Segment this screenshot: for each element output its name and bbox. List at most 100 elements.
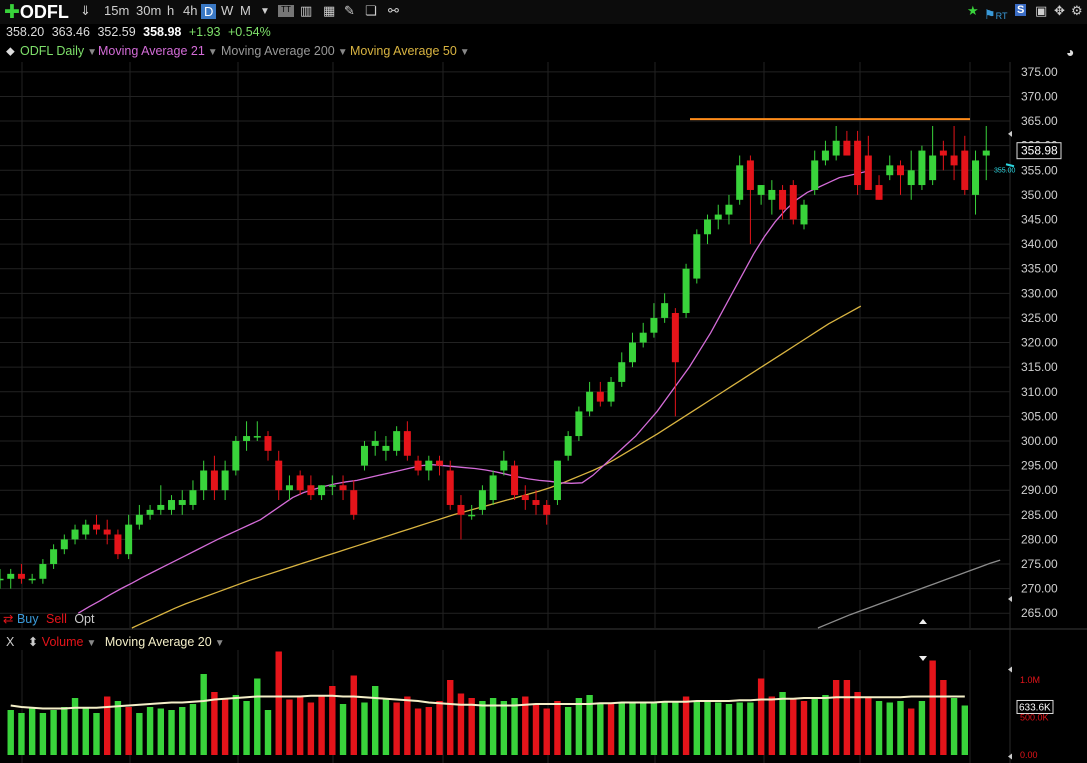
buy-button[interactable]: Buy: [16, 612, 39, 626]
volume-bar-up: [361, 702, 368, 755]
chat-icon[interactable]: ❏: [365, 3, 377, 18]
y-tick-label: 325.00: [1021, 311, 1058, 325]
trade-icon[interactable]: ⇄: [3, 612, 14, 626]
interval-h[interactable]: h: [167, 3, 175, 18]
volume-bar-up: [179, 707, 186, 755]
volume-bar-down: [554, 701, 561, 755]
vol-ma-legend-label[interactable]: Moving Average 20 ▼: [104, 635, 225, 649]
last-price-label: 358.98: [1021, 144, 1058, 158]
volume-current-box: [1016, 699, 1054, 714]
favorite-star-icon[interactable]: ★: [967, 3, 979, 18]
settings-gear-icon[interactable]: ⚙: [1071, 3, 1083, 18]
ma21-legend[interactable]: Moving Average 21 ▼: [98, 44, 218, 58]
candle-up: [393, 431, 401, 451]
y-tick-label: 345.00: [1021, 212, 1058, 226]
volume-bar-up: [672, 702, 679, 755]
volume-bar-down: [296, 696, 304, 755]
volume-legend-label[interactable]: Volume ▼: [41, 635, 97, 649]
candle-down: [864, 155, 872, 190]
ma21-label: Moving Average 21: [98, 44, 205, 58]
draw-pencil-icon[interactable]: ✎: [344, 3, 355, 18]
candle-up: [757, 185, 765, 195]
volume-bar-down: [125, 707, 132, 755]
close-volume-panel-button[interactable]: X: [6, 635, 15, 649]
interval-m[interactable]: M: [240, 3, 251, 18]
candle-up: [253, 436, 261, 438]
volume-y-tick-label: 500.0K: [1020, 713, 1049, 723]
candle-down: [339, 485, 347, 491]
candle-down: [779, 189, 787, 210]
volume-bar-up: [489, 698, 497, 755]
candle-down: [446, 470, 454, 505]
volume-bar-up: [650, 702, 658, 755]
volume-bar-down: [832, 680, 840, 755]
rt-icon[interactable]: ⚑RT: [984, 7, 1008, 22]
add-symbol-icon[interactable]: ✚: [4, 2, 20, 23]
candle-down: [939, 150, 947, 156]
sell-button[interactable]: Sell: [46, 612, 67, 626]
candle-up: [189, 490, 197, 505]
volume-bar-up: [339, 704, 347, 755]
candle-up: [639, 332, 647, 343]
save-icon[interactable]: ▣: [1035, 3, 1048, 18]
candle-down: [875, 185, 883, 200]
volume-bar-up: [71, 698, 79, 755]
candle-down: [103, 529, 111, 535]
y-tick-label: 335.00: [1021, 262, 1058, 276]
interval-4h[interactable]: 4h: [183, 3, 198, 18]
opt-button[interactable]: Opt: [74, 612, 95, 626]
candle-up: [972, 160, 980, 195]
change-value: +1.93: [188, 25, 221, 39]
symbol-label[interactable]: ODFL: [19, 2, 69, 22]
candle-down: [114, 534, 122, 555]
interval-30m[interactable]: 30m: [136, 3, 162, 18]
symbol-title[interactable]: ✚ODFL: [4, 1, 69, 24]
candle-up: [650, 317, 658, 333]
volume-bar-up: [704, 701, 711, 755]
ma50-legend[interactable]: Moving Average 50 ▼: [350, 44, 470, 58]
chart-type-icon[interactable]: TT: [278, 5, 294, 17]
top-toolbar: ✚ODFL ⇓ 15m 30m h 4h D W M ▼ TT ▥ ▦ ✎ ❏ …: [0, 0, 1087, 24]
interval-15m[interactable]: 15m: [104, 3, 130, 18]
volume-bar-up: [897, 701, 904, 755]
candle-up: [821, 150, 829, 161]
grid-icon[interactable]: ▦: [323, 3, 336, 18]
y-tick-label: 295.00: [1021, 459, 1058, 473]
interval-w[interactable]: W: [221, 3, 234, 18]
s-icon[interactable]: S: [1015, 4, 1027, 16]
volume-bar-down: [865, 696, 872, 755]
candle-up: [704, 219, 712, 235]
y-tick-label: 270.00: [1021, 582, 1058, 596]
volume-bar-up: [146, 707, 154, 755]
candle-up: [500, 460, 508, 471]
share-icon[interactable]: ⚯: [388, 3, 399, 18]
bar-chart-icon[interactable]: ▥: [300, 3, 313, 18]
volume-bar-up: [693, 701, 700, 755]
candle-down: [307, 485, 315, 496]
indicator-icon[interactable]: ⇓: [80, 3, 91, 18]
candle-down: [436, 460, 444, 466]
candle-up: [71, 529, 79, 540]
interval-dropdown-icon[interactable]: ▼: [260, 6, 270, 17]
volume-bar-down: [757, 678, 765, 755]
candle-down: [961, 150, 969, 190]
move-icon[interactable]: ✥: [1054, 3, 1065, 18]
price-series-legend[interactable]: ODFL Daily ▼: [20, 44, 98, 58]
trade-bar: ⇄ Buy Sell Opt: [3, 611, 94, 626]
volume-bar-up: [918, 701, 926, 755]
collapse-icon[interactable]: ⬥: [6, 44, 15, 58]
candle-down: [296, 475, 304, 491]
interval-d[interactable]: D: [201, 4, 217, 19]
ma200-label: Moving Average 200: [221, 44, 335, 58]
volume-bar-up: [93, 713, 100, 755]
candle-up: [221, 470, 229, 491]
volume-bar-down: [843, 680, 851, 755]
ma200-legend[interactable]: Moving Average 200 ▼: [221, 44, 348, 58]
open-value: 358.20: [6, 25, 45, 39]
ma21-line: [77, 169, 872, 614]
globe-icon[interactable]: ◕: [1066, 44, 1075, 60]
volume-bar-down: [436, 701, 443, 755]
panel-collapse-icon[interactable]: ⬍: [27, 635, 39, 649]
collapse-arrow-icon: [919, 656, 927, 661]
